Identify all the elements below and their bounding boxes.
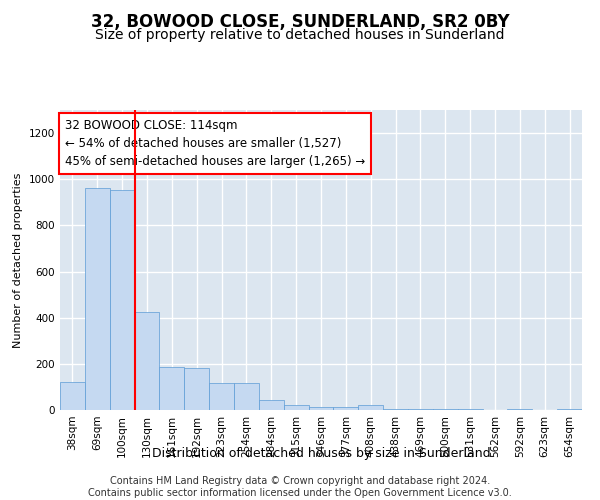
Bar	[110, 190, 134, 410]
Bar	[508, 409, 532, 410]
Bar	[308, 406, 334, 410]
Text: Size of property relative to detached houses in Sunderland: Size of property relative to detached ho…	[95, 28, 505, 42]
Bar	[334, 406, 358, 410]
Bar	[358, 406, 383, 410]
Text: 32, BOWOOD CLOSE, SUNDERLAND, SR2 0BY: 32, BOWOOD CLOSE, SUNDERLAND, SR2 0BY	[91, 12, 509, 30]
Text: Distribution of detached houses by size in Sunderland: Distribution of detached houses by size …	[152, 448, 490, 460]
Y-axis label: Number of detached properties: Number of detached properties	[13, 172, 23, 348]
Bar	[209, 384, 234, 410]
Bar	[134, 312, 160, 410]
Bar	[85, 188, 110, 410]
Bar	[234, 384, 259, 410]
Bar	[284, 406, 308, 410]
Bar	[259, 400, 284, 410]
Text: 32 BOWOOD CLOSE: 114sqm
← 54% of detached houses are smaller (1,527)
45% of semi: 32 BOWOOD CLOSE: 114sqm ← 54% of detache…	[65, 119, 365, 168]
Bar	[383, 409, 408, 410]
Bar	[60, 382, 85, 410]
Bar	[160, 368, 184, 410]
Bar	[408, 409, 433, 410]
Bar	[433, 409, 458, 410]
Text: Contains HM Land Registry data © Crown copyright and database right 2024.
Contai: Contains HM Land Registry data © Crown c…	[88, 476, 512, 498]
Bar	[184, 368, 209, 410]
Bar	[458, 409, 482, 410]
Bar	[557, 409, 582, 410]
